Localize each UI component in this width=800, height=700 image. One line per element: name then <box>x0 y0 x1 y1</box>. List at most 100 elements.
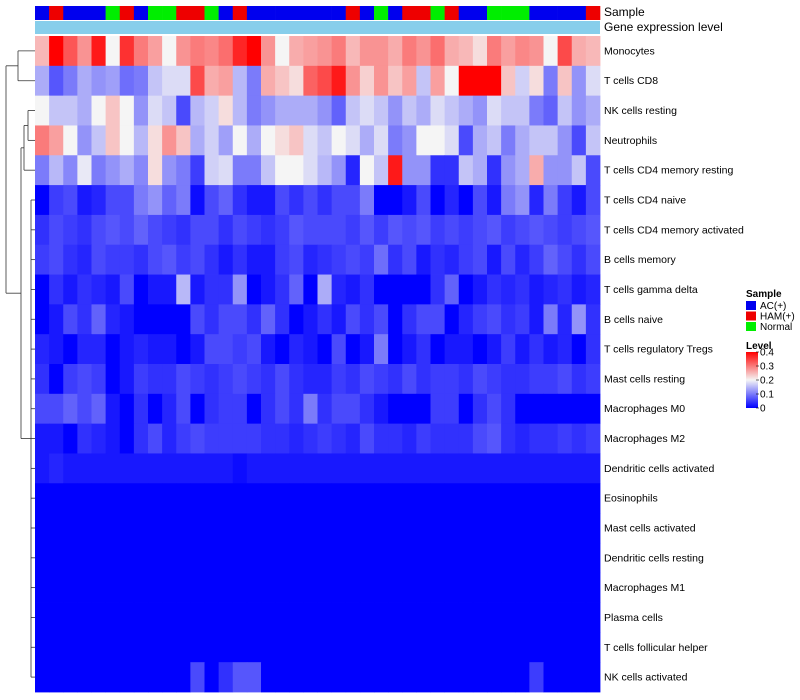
heatmap-cell <box>388 364 403 395</box>
row-label: Mast cells activated <box>604 523 696 535</box>
heatmap-cell <box>444 334 460 365</box>
heatmap-cell <box>402 602 417 633</box>
heatmap-cell <box>91 334 107 365</box>
heatmap-cell <box>246 185 262 216</box>
heatmap-cell <box>275 244 290 275</box>
heatmap-cell <box>190 602 205 633</box>
heatmap-cell <box>148 513 163 544</box>
heatmap-cell <box>303 423 318 454</box>
heatmap-cell <box>232 483 248 514</box>
heatmap-cell <box>359 304 375 335</box>
heatmap-cell <box>374 542 389 574</box>
heatmap-cell <box>275 632 290 663</box>
row-label: Monocytes <box>604 45 655 57</box>
sample-cell <box>529 6 544 20</box>
heatmap-cell <box>458 364 474 395</box>
heatmap-cell <box>119 632 135 663</box>
heatmap-cell <box>487 513 502 544</box>
heatmap-cell <box>331 423 347 454</box>
heatmap-cell <box>345 334 361 365</box>
heatmap-cell <box>458 155 474 186</box>
heatmap-cell <box>331 244 347 275</box>
heatmap-cell <box>49 513 64 544</box>
heatmap-cell <box>232 214 248 246</box>
heatmap-cell <box>133 483 149 514</box>
sample-cell <box>416 6 431 20</box>
heatmap-cell <box>430 572 446 603</box>
heatmap-cell <box>472 244 488 275</box>
heatmap-cell <box>289 662 304 693</box>
heatmap-cell <box>119 65 135 97</box>
heatmap-cell <box>261 364 276 395</box>
heatmap-cell <box>416 334 431 365</box>
heatmap-cell <box>430 65 446 97</box>
heatmap-cell <box>472 185 488 216</box>
heatmap-cell <box>289 214 304 246</box>
heatmap-cell <box>359 662 375 693</box>
heatmap-cell <box>275 393 290 425</box>
heatmap-cell <box>105 214 121 246</box>
heatmap-cell <box>529 423 544 454</box>
heatmap-cell <box>246 632 262 663</box>
heatmap-cell <box>261 602 276 633</box>
heatmap-cell <box>487 602 502 633</box>
heatmap-cell <box>35 572 50 603</box>
heatmap-cell <box>105 334 121 365</box>
heatmap-cell <box>501 423 516 454</box>
heatmap-cell <box>374 453 389 484</box>
heatmap-cell <box>91 36 107 67</box>
legend-tick-label: 0.4 <box>760 348 774 359</box>
heatmap-cell <box>501 244 516 275</box>
heatmap-cell <box>204 155 220 186</box>
heatmap-cell <box>374 513 389 544</box>
heatmap-cell <box>261 36 276 67</box>
heatmap-cell <box>275 572 290 603</box>
heatmap-cell <box>359 36 375 67</box>
heatmap-cell <box>119 364 135 395</box>
heatmap-cell <box>289 155 304 186</box>
heatmap-cell <box>275 304 290 335</box>
heatmap-cell <box>49 423 64 454</box>
heatmap-cell <box>190 36 205 67</box>
heatmap-cell <box>444 393 460 425</box>
heatmap-cell <box>204 274 220 305</box>
heatmap-cell <box>529 274 544 305</box>
heatmap-cell <box>472 155 488 186</box>
heatmap-cell <box>585 334 601 365</box>
heatmap-cell <box>176 423 191 454</box>
heatmap-cell <box>444 602 460 633</box>
heatmap-cell <box>232 364 248 395</box>
legend-swatch <box>746 311 756 321</box>
heatmap-cell <box>204 393 220 425</box>
heatmap-cell <box>374 244 389 275</box>
heatmap-cell <box>388 244 403 275</box>
heatmap-cell <box>543 632 559 663</box>
heatmap-cell <box>275 542 290 574</box>
heatmap-cell <box>275 364 290 395</box>
heatmap-cell <box>303 304 318 335</box>
heatmap-cell <box>63 364 78 395</box>
heatmap-cell <box>218 36 234 67</box>
heatmap-cell <box>585 632 601 663</box>
heatmap-cell <box>246 274 262 305</box>
heatmap-cell <box>303 65 318 97</box>
gene-expression-annotation-label: Gene expression level <box>604 20 723 34</box>
heatmap-cell <box>77 185 92 216</box>
heatmap-cell <box>345 274 361 305</box>
heatmap-cell <box>585 483 601 514</box>
heatmap-cell <box>218 244 234 275</box>
heatmap-cell <box>105 602 121 633</box>
heatmap-cell <box>557 364 573 395</box>
heatmap-cell <box>63 632 78 663</box>
heatmap-cell <box>275 65 290 97</box>
heatmap-cell <box>557 125 573 156</box>
heatmap-cell <box>35 542 50 574</box>
heatmap-cell <box>430 125 446 156</box>
heatmap-cell <box>585 423 601 454</box>
heatmap-cell <box>77 542 92 574</box>
heatmap-cell <box>246 95 262 126</box>
heatmap-cell <box>261 185 276 216</box>
heatmap-cell <box>487 214 502 246</box>
heatmap-cell <box>331 453 347 484</box>
heatmap-cell <box>543 334 559 365</box>
